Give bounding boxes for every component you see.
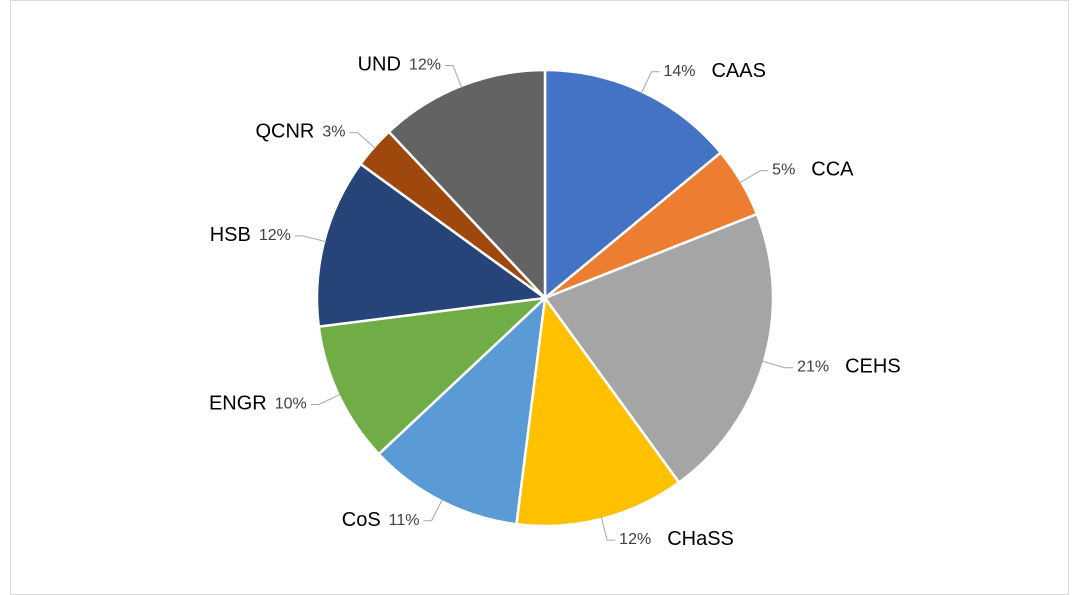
- category-label: ENGR: [209, 393, 267, 415]
- leader-line: [444, 65, 463, 89]
- leader-line: [294, 235, 327, 243]
- category-label: CEHS: [845, 356, 901, 378]
- slice-label: CoS 11%: [342, 509, 420, 531]
- leader-line: [739, 170, 769, 184]
- slice-label: HSB 12%: [210, 224, 291, 246]
- leader-line: [310, 393, 341, 405]
- category-label: CHaSS: [667, 528, 734, 550]
- slice-label: QCNR 3%: [255, 121, 345, 143]
- leader-line: [423, 499, 443, 522]
- category-label: UND: [358, 54, 401, 76]
- value-label: 12%: [619, 531, 651, 548]
- leader-line: [349, 132, 376, 149]
- slice-label: 12% CHaSS: [619, 528, 734, 550]
- value-label: 3%: [322, 124, 345, 141]
- category-label: CoS: [342, 509, 381, 531]
- category-label: CAAS: [711, 60, 765, 82]
- category-label: HSB: [210, 224, 251, 246]
- slice-label: 14% CAAS: [663, 60, 766, 82]
- slice-label: 21% CEHS: [797, 356, 901, 378]
- slice-label: ENGR 10%: [209, 393, 307, 415]
- leader-line: [640, 71, 660, 94]
- slice-label: 5% CCA: [772, 159, 854, 181]
- value-label: 11%: [389, 512, 420, 529]
- leader-line: [761, 360, 794, 369]
- value-label: 12%: [259, 227, 291, 244]
- value-label: 21%: [797, 359, 829, 376]
- category-label: QCNR: [255, 121, 314, 143]
- value-label: 14%: [663, 63, 695, 80]
- slice-label: UND 12%: [358, 54, 441, 76]
- value-label: 12%: [409, 57, 441, 74]
- value-label: 10%: [275, 396, 307, 413]
- value-label: 5%: [772, 162, 795, 179]
- category-label: CCA: [811, 159, 854, 181]
- leader-line: [600, 516, 616, 541]
